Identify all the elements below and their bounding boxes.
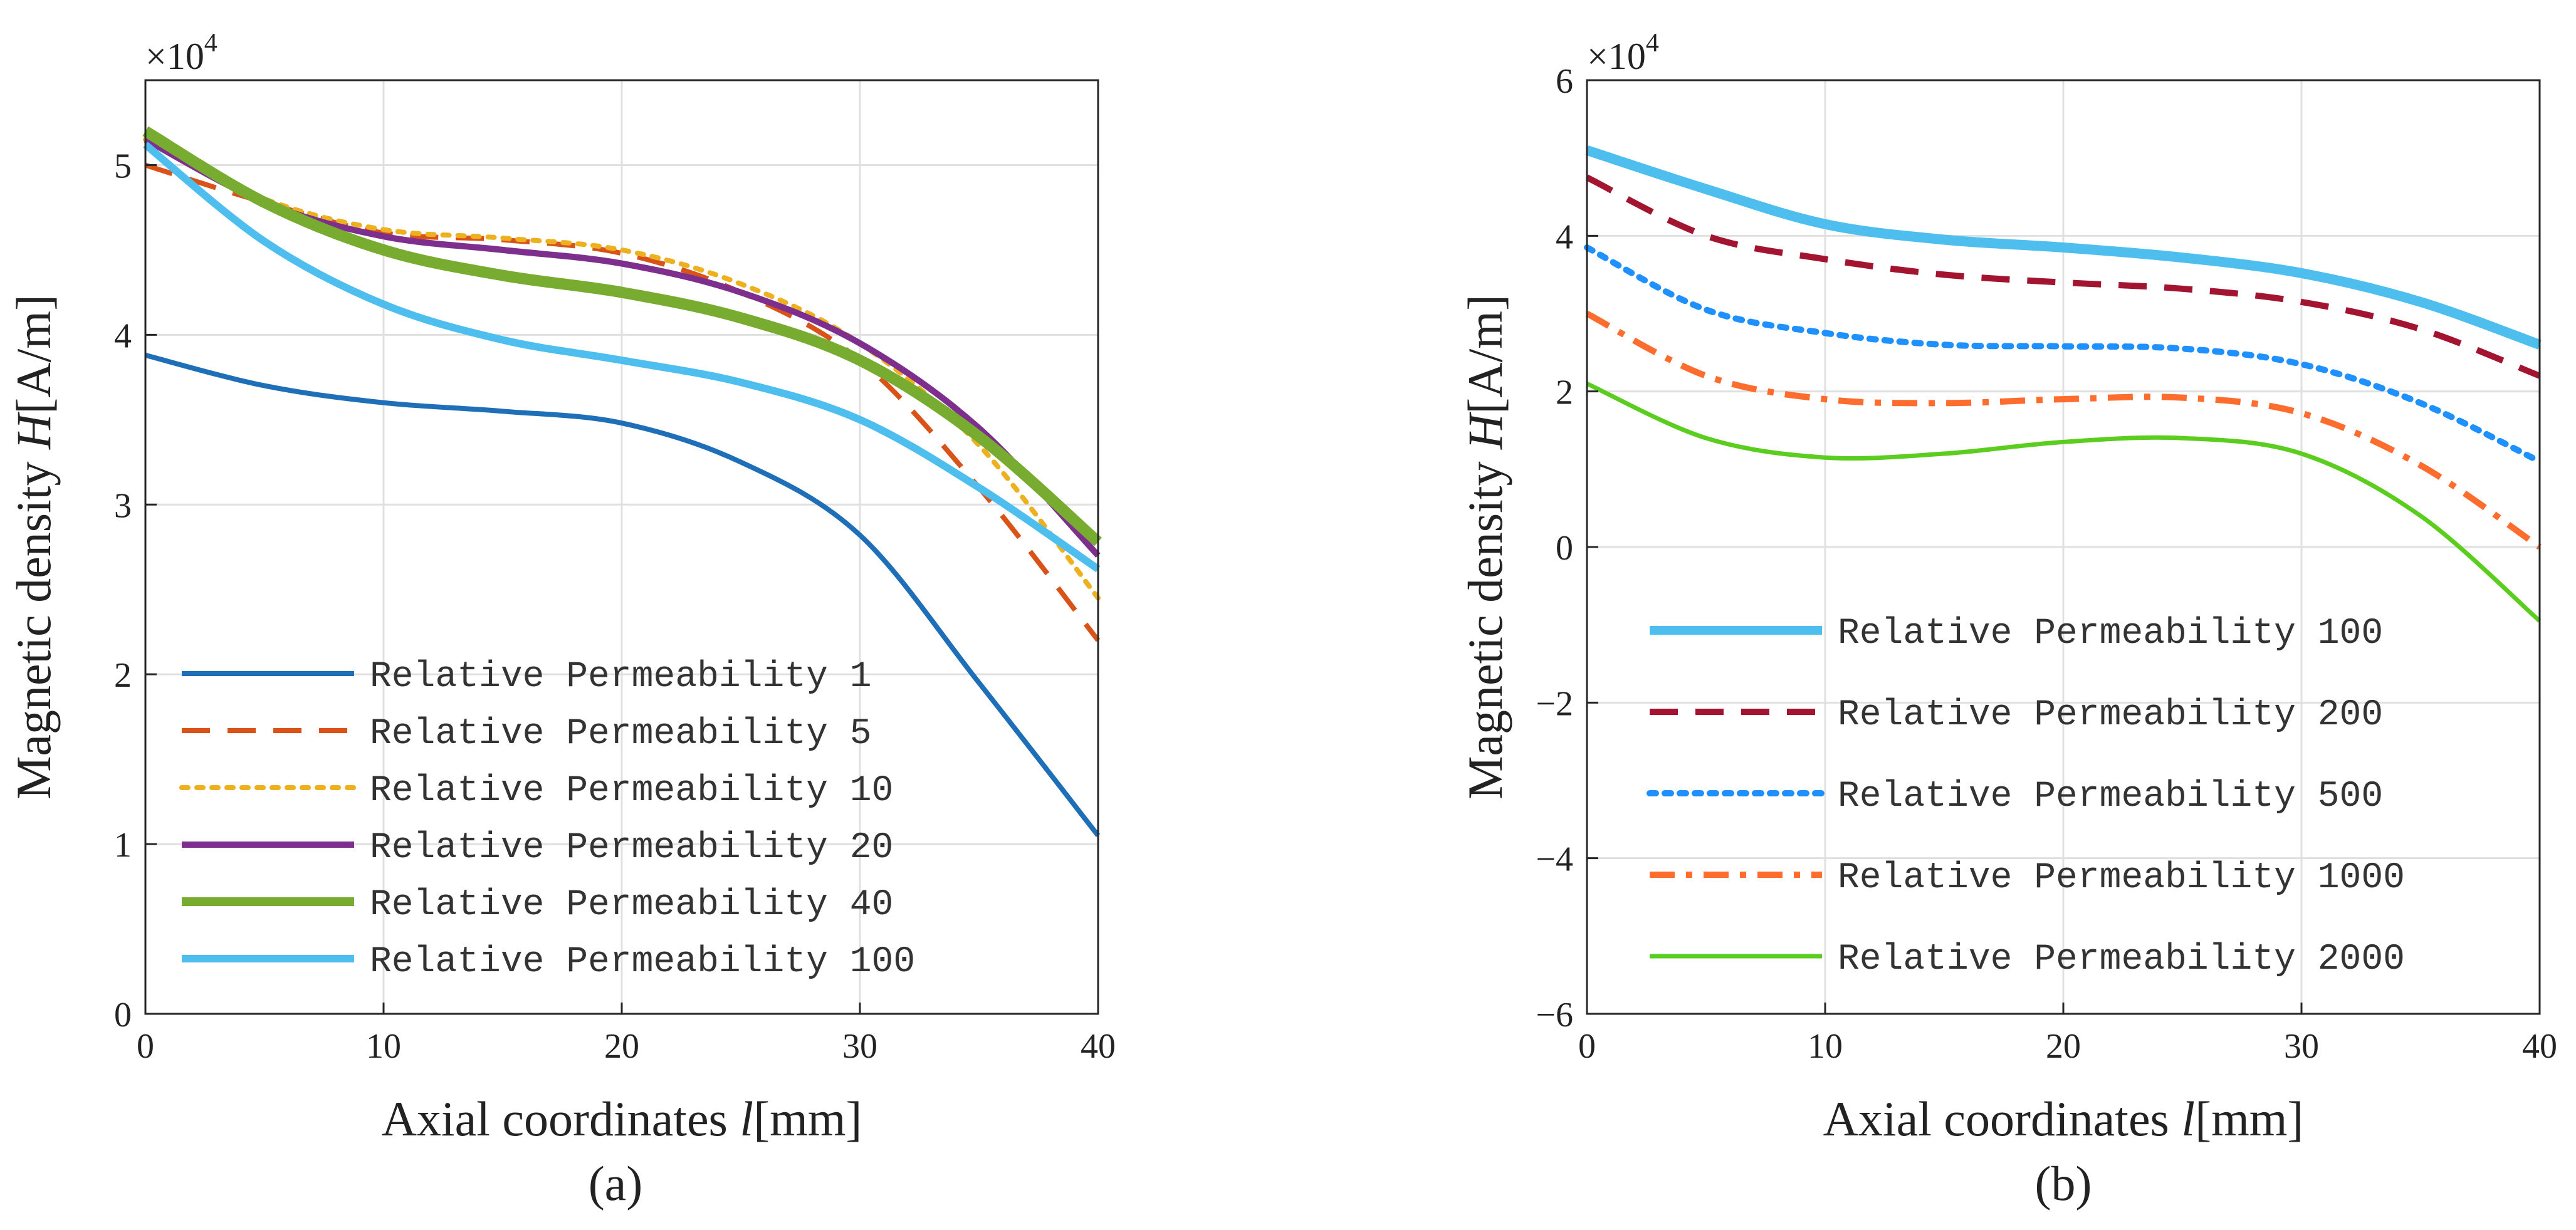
y-tick-label-b-3: 0 [1556,529,1573,568]
x-tick-label-a-0: 0 [137,1027,154,1066]
series-line-a-5 [143,142,1101,573]
y-tick-label-a-1: 1 [114,826,132,865]
y-tick-label-b-1: −4 [1536,840,1573,879]
series-line-a-0 [145,353,1101,837]
series-line-b-2 [1584,244,2543,465]
chart-a: 0 10 20 30 40 0 1 2 3 4 5 ×104 Axial coordinates l[m… [6,29,1116,1211]
legend-label-b-2: Relative Permeability 500 [1838,776,2383,817]
y-axis-label-b: Magnetic density H[A/m] [1458,294,1512,800]
x-axis-label-b: Axial coordinates l[mm] [1823,1092,2304,1146]
chart-b: 0 10 20 30 40 −6 −4 −2 0 2 4 6 ×104 Axial coordinates… [1458,29,2557,1211]
legend-label-b-1: Relative Permeability 200 [1838,695,2383,736]
y-axis-label-a: Magnetic density H[A/m] [6,294,61,800]
series-line-b-0 [1585,145,2542,350]
y-tick-label-a-5: 5 [114,147,132,185]
legend-label-b-3: Relative Permeability 1000 [1838,858,2405,899]
y-tick-label-a-4: 4 [114,316,132,355]
x-tick-label-b-0: 0 [1578,1027,1596,1066]
x-tick-label-b-4: 40 [2522,1027,2557,1066]
legend-label-a-3: Relative Permeability 20 [370,828,893,868]
y-tick-label-b-0: −6 [1536,996,1573,1035]
y-tick-label-a-2: 2 [114,656,132,695]
legend-b: Relative Permeability 100 Relative Permea… [1647,613,2405,980]
y-tick-label-b-2: −2 [1536,684,1573,723]
x-tick-label-b-2: 20 [2046,1027,2081,1066]
x-tick-label-a-1: 10 [366,1027,401,1066]
caption-b: (b) [2035,1156,2092,1211]
y-tick-label-a-3: 3 [114,486,132,525]
y-tick-label-a-0: 0 [114,996,132,1035]
caption-a: (a) [589,1156,643,1211]
x-tick-label-a-3: 30 [842,1027,877,1066]
legend-label-a-5: Relative Permeability 100 [370,942,915,982]
x-axis-label-a: Axial coordinates l[mm] [382,1092,862,1146]
series-line-b-4 [1586,382,2542,623]
x-tick-label-a-4: 40 [1081,1027,1116,1066]
legend-label-b-0: Relative Permeability 100 [1838,613,2383,654]
series-line-a-4 [142,126,1102,546]
legend-label-a-4: Relative Permeability 40 [370,885,893,925]
series-line-a-1 [144,162,1101,642]
series-line-b-3 [1585,311,2542,550]
x-tick-label-b-1: 10 [1808,1027,1843,1066]
series-line-b-1 [1585,174,2541,379]
y-tick-label-b-4: 2 [1556,373,1573,412]
y-tick-label-b-6: 6 [1556,62,1573,101]
exponent-label-a: ×104 [145,29,217,77]
legend-label-a-0: Relative Permeability 1 [370,657,872,697]
y-tick-label-b-5: 4 [1556,217,1573,256]
legend-label-b-4: Relative Permeability 2000 [1838,939,2405,980]
exponent-label-b: ×104 [1587,29,1659,77]
x-tick-label-b-3: 30 [2284,1027,2319,1066]
legend-a: Relative Permeability 1 Relative Permeabi… [179,657,915,982]
legend-label-a-2: Relative Permeability 10 [370,771,893,811]
x-tick-label-a-2: 20 [604,1027,639,1066]
legend-label-a-1: Relative Permeability 5 [370,714,872,754]
